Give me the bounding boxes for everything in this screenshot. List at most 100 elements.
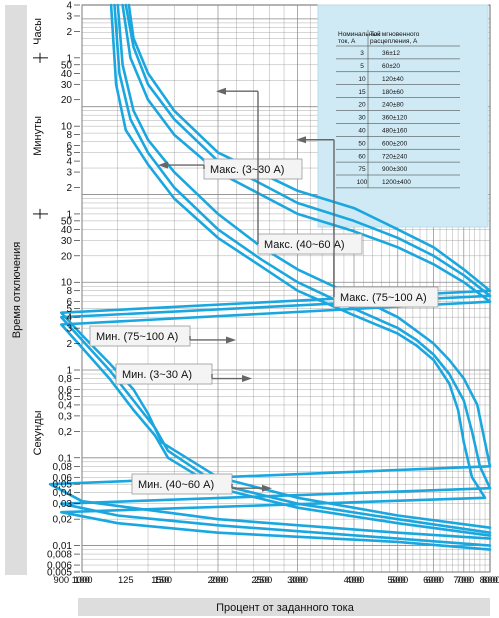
annotation-label: Макс. (75~100 А): [340, 292, 427, 304]
x-tick-label: 900: [53, 574, 69, 585]
x-tick-label: 250: [254, 574, 270, 585]
y-tick-label: 20: [61, 251, 73, 262]
y-tick-label: 2: [66, 183, 72, 194]
y-tick-label: 0,08: [53, 462, 73, 473]
table-cell: 10: [358, 76, 366, 83]
table-header: Ток мгновенного: [370, 31, 420, 38]
annotation-label: Мин. (75~100 А): [96, 331, 178, 343]
y-tick-label: 0,1: [58, 453, 72, 464]
y-tick-label: 5: [66, 148, 72, 159]
table-cell: 75: [358, 166, 366, 173]
x-label-panel: [78, 598, 490, 616]
y-label-panel: [5, 5, 27, 575]
table-cell: 5: [360, 63, 364, 70]
x-tick-label: 7000: [453, 574, 474, 585]
y-tick-label: 0,01: [53, 541, 73, 552]
y-tick-label: 1: [66, 209, 72, 220]
y-tick-label: 0,8: [58, 374, 72, 385]
table-cell: 36±12: [382, 50, 400, 57]
y-tick-label: 3: [66, 168, 72, 179]
y-section-label: Часы: [32, 18, 44, 45]
y-section-label: Секунды: [32, 410, 44, 455]
x-tick-label: 1000: [72, 574, 93, 585]
x-tick-label: 5000: [387, 574, 408, 585]
y-tick-label: 3: [66, 324, 72, 335]
y-tick-label: 50: [61, 60, 73, 71]
y-tick-label: 30: [61, 80, 73, 91]
x-tick-label: 4000: [344, 574, 365, 585]
table-cell: 1200±400: [382, 179, 411, 186]
curve-series: [60, 3, 492, 534]
x-tick-label: 125: [118, 574, 134, 585]
x-axis-label: Процент от заданного тока: [216, 602, 355, 614]
y-tick-label: 0,006: [47, 561, 72, 572]
y-tick-label: 2: [66, 339, 72, 350]
table-cell: 240±80: [382, 102, 404, 109]
y-tick-label: 3: [66, 11, 72, 22]
y-tick-label: 8: [66, 286, 72, 297]
y-tick-label: 0,005: [47, 568, 72, 579]
table-cell: 360±120: [382, 115, 408, 122]
x-tick-label: 500: [390, 574, 406, 585]
y-section-label: Минуты: [32, 116, 44, 156]
curve-series: [60, 3, 492, 529]
y-tick-label: 0,5: [58, 392, 72, 403]
x-tick-label: 6000: [423, 574, 444, 585]
y-tick-label: 6: [66, 141, 72, 152]
x-tick-label: 100: [74, 574, 90, 585]
table-cell: 900±300: [382, 166, 408, 173]
annotation-arrowhead: [216, 87, 226, 95]
table-cell: 40: [358, 128, 366, 135]
x-tick-label: 400: [346, 574, 362, 585]
x-tick-label: 800: [482, 574, 498, 585]
y-tick-label: 1: [66, 53, 72, 64]
table-panel: [317, 4, 489, 228]
table-cell: 180±60: [382, 89, 404, 96]
table-cell: 20: [358, 102, 366, 109]
y-axis-label: Время отключения: [11, 242, 23, 338]
table-cell: 120±40: [382, 76, 404, 83]
y-tick-label: 0,3: [58, 411, 72, 422]
y-tick-label: 1: [66, 366, 72, 377]
annotation-label: Макс. (40~60 А): [264, 239, 345, 251]
table-cell: 720±240: [382, 153, 408, 160]
x-tick-label: 3000: [287, 574, 308, 585]
annotation-arrowhead: [158, 161, 168, 169]
table-cell: 50: [358, 140, 366, 147]
y-tick-label: 5: [66, 304, 72, 315]
annotation-label: Мин. (3~30 А): [122, 369, 192, 381]
y-tick-label: 30: [61, 236, 73, 247]
annotation-label: Макс. (3~30 А): [210, 164, 284, 176]
y-tick-label: 0,6: [58, 385, 72, 396]
annotation-label: Мин. (40~60 А): [138, 479, 214, 491]
table-cell: 15: [358, 89, 366, 96]
curve-series: [60, 3, 492, 547]
table-cell: 600±200: [382, 140, 408, 147]
y-tick-label: 0,06: [53, 473, 73, 484]
y-tick-label: 8: [66, 130, 72, 141]
table-cell: 60±20: [382, 63, 400, 70]
y-tick-label: 10: [61, 122, 73, 133]
curve-series: [48, 3, 492, 540]
annotation-arrowhead: [242, 375, 252, 383]
table-cell: 30: [358, 115, 366, 122]
annotation-arrowhead: [226, 336, 236, 344]
y-tick-label: 0,2: [58, 427, 72, 438]
x-tick-label: 1500: [151, 574, 172, 585]
y-tick-label: 20: [61, 95, 73, 106]
y-tick-label: 40: [61, 69, 73, 80]
y-tick-label: 4: [66, 157, 72, 168]
y-tick-label: 6: [66, 297, 72, 308]
table-cell: 480±160: [382, 128, 408, 135]
y-tick-label: 0,4: [58, 400, 72, 411]
curve-series: [60, 3, 492, 551]
annotation-arrowhead: [262, 484, 272, 492]
table-header: ток, А: [338, 38, 356, 45]
x-tick-label: 300: [290, 574, 306, 585]
y-tick-label: 0,008: [47, 550, 72, 561]
annotation-arrowhead: [296, 136, 306, 144]
x-tick-label: 150: [154, 574, 170, 585]
y-tick-label: 0,03: [53, 499, 73, 510]
x-tick-label: 8000: [480, 574, 499, 585]
